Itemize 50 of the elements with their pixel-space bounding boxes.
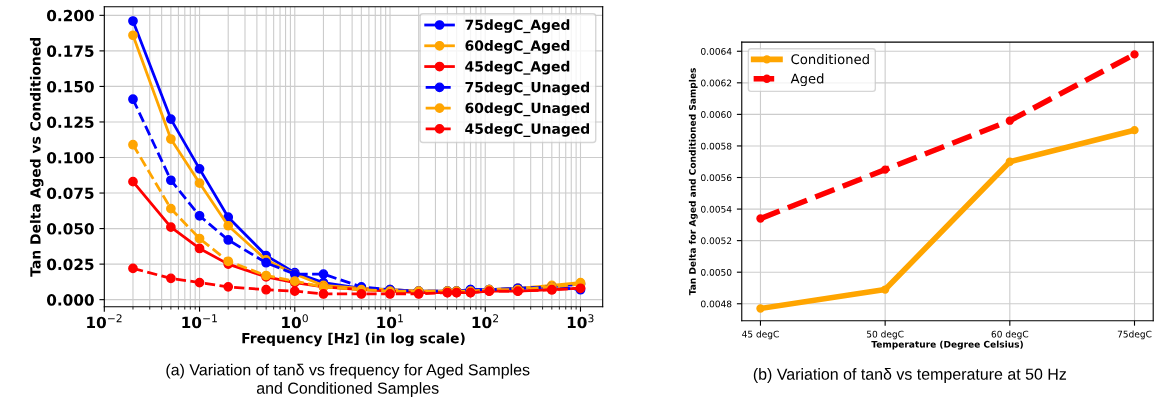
legend-label: 60degC_Unaged (465, 102, 590, 117)
point (756, 304, 765, 313)
x-tick-label: 45 degC (742, 330, 779, 340)
y-tick-label: 0.0058 (701, 142, 732, 150)
point (1005, 157, 1014, 166)
y-tick-label: 0.075 (47, 187, 94, 200)
x-tick-label: 10$^{1}$ (377, 314, 403, 329)
y-tick-label: 0.100 (47, 151, 94, 164)
y-tick-label: 0.0056 (701, 174, 732, 182)
point (880, 165, 890, 174)
x-tick-label: 10$^{0}$ (282, 314, 308, 329)
point (756, 214, 765, 223)
point (1130, 50, 1139, 59)
point (1005, 116, 1014, 125)
text: (b) Variation of tanδ vs temperature at 50 Hz (753, 368, 1067, 383)
x-tick-label: 10$^{3}$ (567, 314, 594, 329)
y-tick-label: 0.0052 (701, 237, 732, 245)
legend-label: 45degC_Unaged (465, 123, 590, 138)
y-tick-label: 0.0054 (701, 205, 732, 213)
y-tick-label: 0.0064 (701, 47, 732, 55)
x-tick-label: 10$^{2}$ (472, 314, 499, 329)
text: (a) Variation of tanδ vs frequency for Aged Samples and Conditioned Samples (166, 363, 530, 397)
y-tick-label: 0.125 (47, 116, 94, 128)
y-tick-label: 0.0048 (701, 300, 732, 308)
y-tick-label: 0.0060 (701, 111, 732, 118)
y-tick-label: 0.050 (47, 223, 94, 235)
y-tick-label: 0.150 (47, 80, 94, 93)
legend-label: 45degC_Aged (465, 60, 570, 75)
legend-label: 75degC_Unaged (465, 81, 590, 96)
y-tick-label: 0.0062 (701, 79, 732, 87)
point (1130, 125, 1139, 135)
legend-label: Aged (790, 73, 824, 87)
x-tick-label: 75degC (1117, 330, 1152, 340)
x-tick-label: 10$^{−2}$ (87, 314, 122, 329)
y-axis-title: Tan Delta Aged vs Conditioned (29, 38, 44, 277)
y-tick-label: 0.0050 (701, 268, 732, 276)
y-tick-label: 0.200 (47, 9, 94, 22)
x-tick-label: 60 degC (991, 330, 1029, 340)
legend-label: 75degC_Aged (465, 19, 570, 34)
x-axis-title: Frequency [Hz] (in log scale) (242, 332, 465, 347)
y-axis-title: Tan Delta for Aged and Conditioned Samples (688, 68, 698, 296)
y-tick-label: 0.000 (47, 294, 94, 306)
point (880, 285, 890, 294)
x-axis-title: Temperature (Degree Celsius) (871, 340, 1023, 350)
x-tick-label: 10$^{−1}$ (182, 314, 217, 329)
y-tick-label: 0.175 (47, 45, 94, 57)
legend-label: Conditioned (791, 53, 869, 65)
x-tick-label: 50 degC (867, 330, 904, 340)
y-tick-label: 0.025 (47, 258, 94, 271)
legend-label: 60degC_Aged (465, 40, 570, 54)
